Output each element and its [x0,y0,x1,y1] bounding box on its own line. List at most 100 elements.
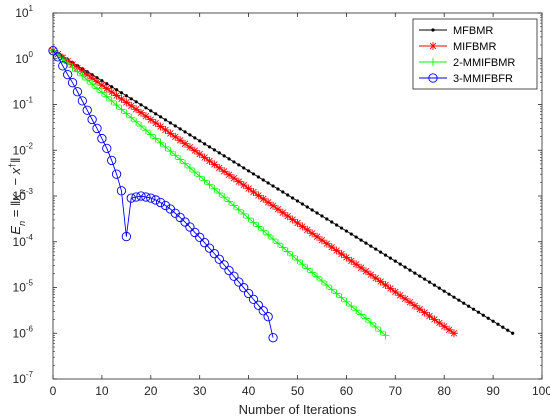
data-point [322,239,331,248]
data-point [219,260,229,270]
data-point [97,88,106,97]
data-point [344,229,348,233]
data-point [190,168,199,177]
data-point [214,254,224,264]
data-point [440,322,449,331]
data-point [410,301,419,310]
y-tick-label: 10-5 [13,279,34,295]
data-point [126,193,136,203]
data-point [137,122,146,131]
data-point [242,166,246,170]
y-label-xn: n [17,189,27,194]
data-point [429,58,437,66]
ticks-layer: 0 10 20 30 40 50 60 70 80 90 100 10-7 10-6 10-5 10-4 10… [13,4,550,398]
data-point [53,52,63,62]
data-point [357,263,366,272]
data-point [361,314,370,323]
data-point [293,255,302,264]
data-point [229,271,239,281]
data-point [425,312,434,321]
data-point [364,241,368,245]
x-tick-label: 70 [389,384,403,398]
y-tick-label: 10-7 [13,370,34,386]
data-point [105,82,109,86]
data-point [102,92,111,101]
data-point [269,201,278,210]
data-point [388,256,393,260]
y-tick-label: 10-6 [13,324,34,340]
data-point [445,325,454,334]
data-point [215,163,224,172]
data-point [185,143,194,152]
data-point [317,276,326,285]
data-point [398,262,402,266]
data-point [117,94,126,103]
data-point [151,119,160,128]
data-point [337,249,346,258]
data-point [352,260,361,269]
data-point [195,232,205,242]
data-point [97,81,106,90]
data-point [347,302,356,311]
data-point [193,136,197,140]
legend-item: MFBMR [419,25,493,37]
data-point [239,283,249,293]
x-tick-label: 0 [50,384,57,398]
data-point [141,112,150,121]
data-point [78,71,87,80]
series-line [52,50,274,338]
data-point [374,247,378,251]
data-point [207,145,212,149]
data-point [176,136,185,145]
x-tick-label: 50 [291,384,305,398]
data-point [168,121,172,125]
data-point [156,138,165,147]
data-point [185,163,194,172]
data-point [224,265,234,276]
data-point [204,243,215,253]
data-point [249,187,258,196]
data-point [107,88,116,97]
data-point [212,148,216,152]
legend-label: 2-MMIFBMR [453,57,515,69]
data-point [237,163,241,167]
data-point [97,133,107,144]
data-point [234,177,243,186]
data-point [432,283,437,287]
data-point [67,78,78,88]
data-point [420,308,429,317]
data-point [288,215,297,224]
data-point [229,201,238,210]
data-point [88,80,97,89]
data-point [339,226,344,230]
data-point [87,114,97,125]
data-point [254,222,263,231]
data-point [110,85,114,89]
data-point [234,205,243,214]
data-point [511,331,515,335]
data-point [73,67,82,76]
data-point [163,118,168,122]
data-point [68,63,77,72]
y-tick-label: 101 [15,4,33,20]
y-label-n: n [17,221,27,226]
data-point [112,101,121,110]
data-point [354,235,358,239]
data-point [258,306,268,316]
data-point [92,123,102,134]
data-point [195,150,204,159]
data-point [249,218,258,227]
data-point [491,319,495,323]
data-point [190,227,200,238]
data-point [132,105,141,114]
data-point [303,225,312,234]
data-point [58,61,68,71]
data-point [452,295,456,299]
data-point [166,147,175,156]
legend-label: MIFBMR [453,41,496,53]
data-point [418,274,422,278]
data-point [313,232,322,241]
data-point [273,205,282,214]
data-point [303,264,312,273]
